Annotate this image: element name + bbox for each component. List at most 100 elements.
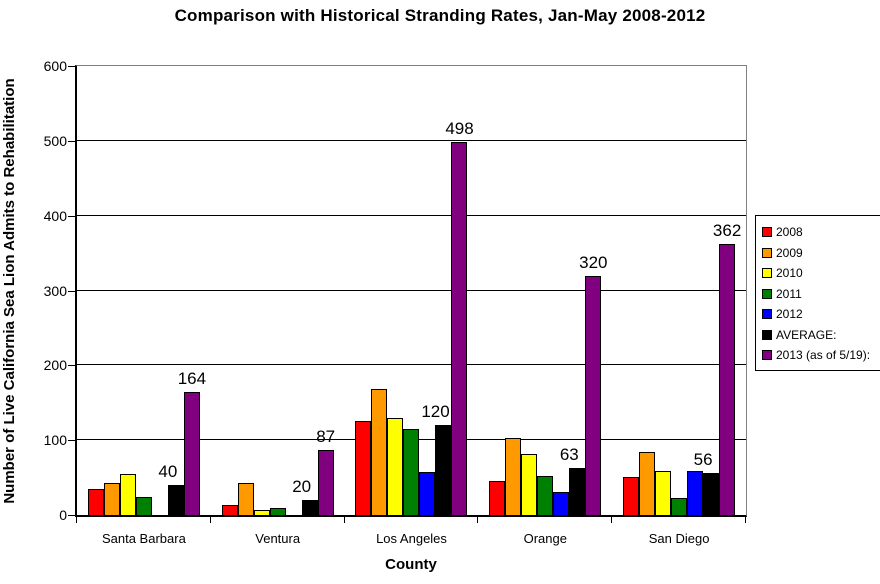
y-tick <box>68 515 75 516</box>
bar <box>719 244 736 515</box>
x-tick <box>209 515 211 523</box>
bar <box>269 508 286 515</box>
x-category-label: Orange <box>523 531 567 546</box>
x-category-label: Santa Barbara <box>101 531 186 546</box>
legend-item-label: 2011 <box>776 286 802 301</box>
bar-value-label: 87 <box>316 426 336 446</box>
x-category-label: Ventura <box>255 531 301 546</box>
bar <box>569 468 586 515</box>
bar-value-label: 498 <box>445 119 474 139</box>
y-tick <box>68 365 75 367</box>
bar <box>301 500 318 515</box>
y-tick <box>68 215 75 217</box>
gridline <box>77 139 746 141</box>
x-tick <box>611 515 613 523</box>
y-tick-label: 0 <box>59 507 67 523</box>
bar-value-label: 320 <box>579 252 608 272</box>
bar-value-label: 56 <box>693 450 713 470</box>
legend-item: 2013 (as of 5/19): <box>762 345 878 366</box>
legend: 2008 2009 2010 2011 2012 AVERAGE: 2013 (as of … <box>755 215 880 371</box>
bar <box>585 276 602 515</box>
y-tick-label: 600 <box>43 58 67 74</box>
y-tick <box>68 140 75 142</box>
y-tick-label: 500 <box>43 132 67 149</box>
bar <box>451 142 468 515</box>
bar <box>221 505 238 515</box>
bar-value-label: 362 <box>712 221 742 241</box>
bar <box>403 429 420 515</box>
legend-swatch <box>762 247 772 258</box>
bar-value-label: 120 <box>421 402 450 422</box>
bar <box>435 425 452 515</box>
bar <box>183 392 200 515</box>
y-tick-label: 300 <box>43 282 67 299</box>
y-tick-label: 400 <box>43 207 67 224</box>
bar-value-label: 63 <box>559 444 579 464</box>
bar <box>135 497 152 515</box>
bar <box>671 498 688 515</box>
bar <box>505 438 522 515</box>
bar <box>167 485 184 515</box>
gridline <box>77 214 746 216</box>
bar <box>521 454 538 515</box>
bar-group <box>612 244 746 515</box>
x-tick <box>343 515 345 523</box>
bar-value-label: 20 <box>292 477 312 497</box>
legend-swatch <box>762 309 772 320</box>
bar <box>489 481 506 515</box>
y-tick-label: 100 <box>43 432 67 449</box>
legend-item: 2010 <box>762 263 878 284</box>
bar <box>419 472 436 515</box>
bar <box>371 389 388 515</box>
legend-item: 2011 <box>762 284 878 305</box>
bar <box>703 473 720 515</box>
legend-swatch <box>762 227 772 238</box>
x-axis-title: County <box>385 556 437 573</box>
bar <box>119 474 136 515</box>
bar <box>387 418 404 515</box>
bar <box>639 452 656 515</box>
bar <box>553 492 570 515</box>
chart-title: Comparison with Historical Stranding Rat… <box>174 6 706 25</box>
bar <box>317 450 334 515</box>
bar <box>687 471 704 515</box>
y-tick <box>68 66 75 67</box>
legend-swatch <box>762 268 772 279</box>
bar <box>87 489 104 515</box>
legend-item-label: 2012 <box>776 307 803 322</box>
bar-group <box>77 392 211 515</box>
x-tick <box>76 515 77 523</box>
legend-item: 2008 <box>762 222 878 243</box>
legend-item-label: 2013 (as of 5/19): <box>776 348 871 363</box>
x-tick <box>477 515 479 523</box>
legend-item-label: AVERAGE: <box>776 327 837 342</box>
bar-value-label: 40 <box>158 462 178 482</box>
legend-item-label: 2008 <box>776 225 803 240</box>
y-tick-label: 200 <box>43 357 67 374</box>
plot-area: 0 100 200 300 400 500 600 40 164 20 87 120 498 63 320 5… <box>44 58 747 523</box>
legend-swatch <box>762 350 772 361</box>
bar <box>237 483 254 515</box>
y-tick <box>68 440 75 442</box>
bar <box>253 510 270 515</box>
legend-swatch <box>762 288 772 299</box>
gridline <box>77 364 746 366</box>
bar <box>537 476 554 515</box>
legend-item: 2009 <box>762 243 878 264</box>
legend-item-label: 2009 <box>776 245 803 260</box>
bar <box>655 471 672 515</box>
bar <box>355 421 372 515</box>
legend-swatch <box>762 329 772 340</box>
x-category-label: Los Angeles <box>376 531 447 546</box>
bar-value-label: 164 <box>177 369 207 389</box>
bar-group <box>345 142 479 515</box>
gridline <box>77 289 746 291</box>
legend-item: AVERAGE: <box>762 325 878 346</box>
x-tick <box>745 515 746 523</box>
legend-item-label: 2010 <box>776 266 803 281</box>
x-category-label: San Diego <box>648 531 710 546</box>
bar <box>623 477 640 515</box>
y-tick <box>68 290 75 292</box>
legend-item: 2012 <box>762 304 878 325</box>
bar <box>103 483 120 515</box>
